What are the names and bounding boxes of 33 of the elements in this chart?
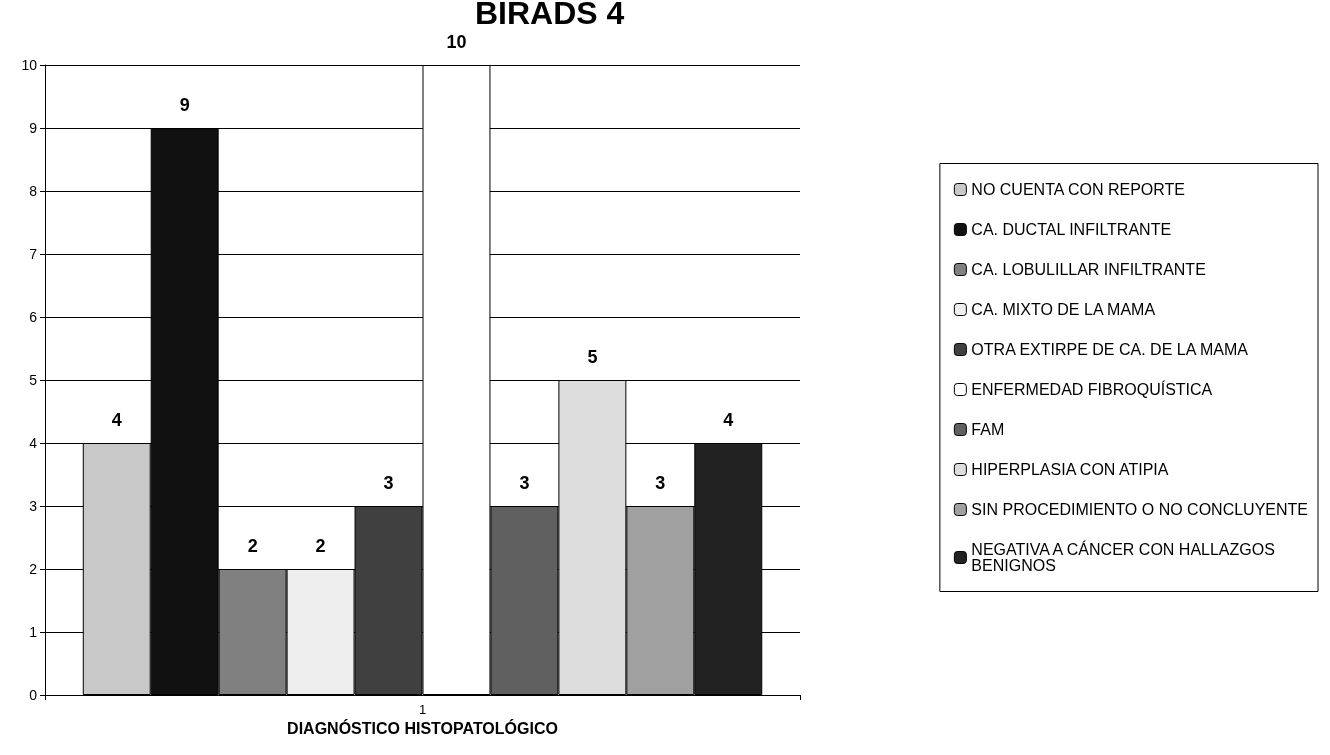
- legend-label: CA. LOBULILLAR INFILTRANTE: [971, 261, 1206, 278]
- y-tick-label: 1: [29, 624, 38, 640]
- y-tick-label: 4: [29, 435, 38, 451]
- legend-label: SIN PROCEDIMIENTO O NO CONCLUYENTE: [971, 501, 1309, 518]
- data-label: 3: [655, 473, 666, 493]
- y-tick-label: 9: [29, 120, 38, 136]
- y-tick-label: 8: [29, 183, 38, 199]
- data-label: 4: [111, 410, 122, 430]
- data-label: 9: [179, 95, 190, 115]
- y-tick-label: 5: [29, 372, 38, 388]
- data-label: 4: [723, 410, 734, 430]
- data-label: 5: [587, 347, 598, 367]
- data-label: 2: [315, 536, 326, 556]
- legend-label: CA. MIXTO DE LA MAMA: [971, 301, 1156, 318]
- legend-label: FAM: [971, 421, 1005, 438]
- y-tick-label: 2: [29, 561, 38, 577]
- y-tick-label: 7: [29, 246, 38, 262]
- legend-label: NO CUENTA CON REPORTE: [971, 181, 1186, 198]
- x-axis-title: DIAGNÓSTICO HISTOPATOLÓGICO: [287, 719, 558, 738]
- legend-label: HIPERPLASIA CON ATIPIA: [971, 461, 1169, 478]
- y-tick-label: 10: [21, 57, 38, 73]
- chart-title: BIRADS 4: [475, 0, 625, 31]
- y-tick-label: 6: [29, 309, 38, 325]
- legend-label: CA. DUCTAL INFILTRANTE: [971, 221, 1172, 238]
- data-label: 3: [383, 473, 394, 493]
- y-tick-label: 3: [29, 498, 38, 514]
- data-label: 10: [446, 32, 467, 52]
- y-tick-label: 0: [29, 687, 38, 703]
- legend-label: NEGATIVA A CÁNCER CON HALLAZGOS BENIGNOS: [971, 540, 1280, 574]
- data-label: 3: [519, 473, 530, 493]
- data-label: 2: [247, 536, 258, 556]
- legend-label: OTRA EXTIRPE DE CA. DE LA MAMA: [971, 341, 1249, 358]
- legend-label: ENFERMEDAD FIBROQUÍSTICA: [971, 380, 1213, 398]
